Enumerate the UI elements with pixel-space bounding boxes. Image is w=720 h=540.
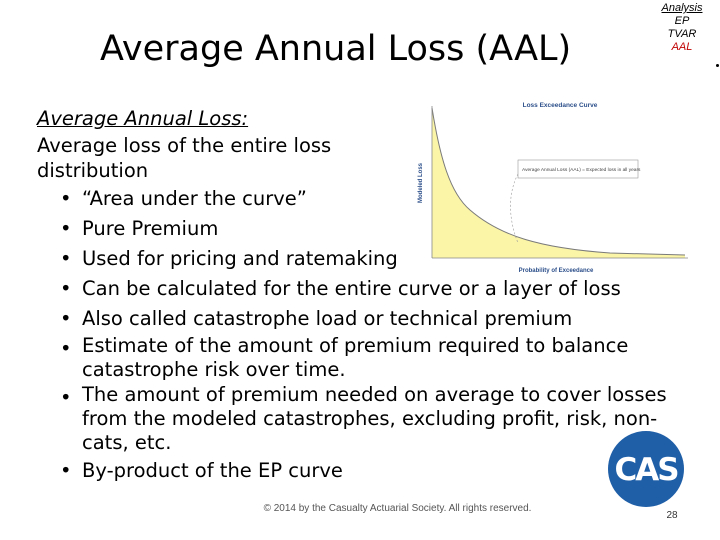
chart-y-label: Modeled Loss bbox=[418, 162, 424, 203]
chart-title: Loss Exceedance Curve bbox=[523, 102, 598, 109]
page-number: 28 bbox=[666, 510, 678, 521]
cas-logo-text: CAS bbox=[614, 452, 678, 488]
bullet-item: Can be calculated for the entire curve o… bbox=[60, 274, 697, 303]
bullet-item: Estimate of the amount of premium requir… bbox=[60, 334, 697, 382]
nav-link-tvar[interactable]: TVAR bbox=[667, 28, 697, 40]
bullet-item: “Area under the curve” bbox=[60, 184, 697, 213]
bullet-list: “Area under the curve” Pure Premium Used… bbox=[37, 184, 697, 485]
bullet-item: Pure Premium bbox=[60, 214, 697, 243]
cas-logo: CAS bbox=[607, 430, 685, 508]
bullet-item: By-product of the EP curve bbox=[60, 456, 697, 485]
nav-link-ep[interactable]: EP bbox=[674, 15, 690, 27]
nav-dot bbox=[716, 64, 719, 67]
bullet-text: Estimate of the amount of premium requir… bbox=[82, 334, 629, 381]
callout-box bbox=[517, 159, 639, 179]
nav-link-aal[interactable]: AAL bbox=[671, 41, 693, 53]
copyright-footer: © 2014 by the Casualty Actuarial Society… bbox=[263, 503, 532, 514]
subheading: Average Annual Loss: bbox=[37, 107, 249, 130]
slide-body: Average Annual Loss: Average loss of the… bbox=[37, 104, 697, 485]
area-under-curve bbox=[432, 108, 685, 258]
bullet-item: Used for pricing and ratemaking bbox=[60, 244, 697, 273]
intro-line-1: Average loss of the entire loss bbox=[37, 134, 332, 157]
bullet-item: Also called catastrophe load or technica… bbox=[60, 304, 697, 333]
intro-line-2: distribution bbox=[37, 159, 149, 182]
callout-text: Average Annual Loss (AAL) = Expected los… bbox=[522, 167, 641, 173]
bullet-text: The amount of premium needed on average … bbox=[82, 383, 667, 454]
nav-link-analysis[interactable]: Analysis bbox=[661, 2, 703, 14]
slide-title: Average Annual Loss (AAL) bbox=[100, 29, 572, 69]
bullet-item: The amount of premium needed on average … bbox=[60, 383, 697, 455]
nav-links: Analysis EP TVAR AAL bbox=[652, 2, 712, 54]
